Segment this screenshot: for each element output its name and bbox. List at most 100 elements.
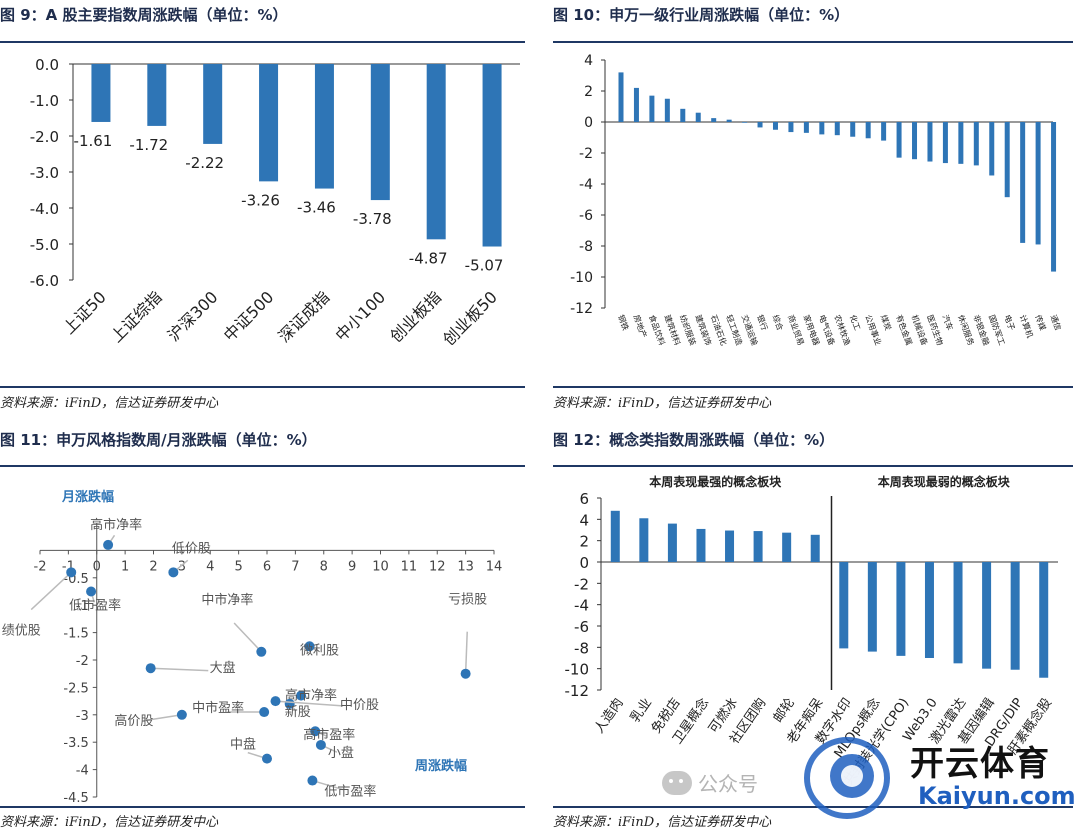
x-tick-label: -2 (34, 559, 47, 574)
y-tick-label: -2 (574, 575, 589, 593)
bar (1035, 122, 1041, 245)
y-tick-label: -4.0 (30, 200, 59, 218)
y-tick-label: -2 (76, 654, 89, 669)
bar (942, 122, 948, 164)
x-tick-label: 钢铁 (616, 313, 631, 331)
y-tick-label: 2 (579, 533, 589, 551)
x-tick-label: 13 (457, 559, 474, 574)
bar (711, 118, 717, 122)
scatter-point (307, 775, 318, 786)
y-tick-label: -6 (579, 208, 593, 224)
bar (314, 64, 334, 189)
x-tick-label: 传媒 (1033, 313, 1048, 331)
scatter-point (270, 696, 281, 707)
bar (203, 64, 223, 144)
scatter-point (176, 709, 187, 720)
point-label: 高市净率 (285, 688, 337, 704)
leader-line (233, 622, 262, 653)
bar (664, 98, 670, 122)
bar (958, 122, 964, 164)
fig9-bottom-rule (0, 386, 525, 388)
data-label: -1.61 (74, 132, 113, 150)
x-tick-label: 12 (429, 559, 446, 574)
scatter-point (168, 567, 179, 578)
bar (1010, 562, 1020, 670)
y-tick-label: -3.0 (30, 164, 59, 182)
scatter-point (103, 539, 114, 550)
x-tick-label: 上证综指 (107, 287, 166, 346)
data-label: -4.87 (409, 249, 448, 267)
y-tick-label: -1.0 (30, 92, 59, 110)
fig11-chart: -2 -1 0 1 2 3 4 5 6 7 8 9 10 11 12 13 14-0.5-1-1.5-2-2.5… (2, 489, 503, 806)
y-tick-label: 4 (584, 53, 593, 69)
leader-line (464, 631, 468, 674)
x-tick-label: 中证500 (220, 287, 278, 345)
group-label: 本周表现最弱的概念板块 (878, 474, 1011, 489)
bar (973, 122, 979, 166)
point-label: 低市盈率 (324, 784, 376, 800)
bar (259, 64, 279, 182)
panel-fig10: 图 10：申万一级行业周涨跌幅（单位：%） 4 2 0 -2 -4 -6 -8 -10 -12 钢… (553, 0, 1080, 415)
scatter-point (310, 726, 321, 737)
bar (927, 122, 933, 162)
leader-line (143, 714, 182, 722)
x-tick-label: 综合 (771, 313, 786, 331)
point-label: 高价股 (114, 713, 153, 729)
x-tick-label: 上证50 (59, 287, 109, 337)
x-tick-label: 2 (149, 559, 157, 574)
point-label: 大盘 (210, 660, 236, 676)
bar (91, 64, 111, 122)
x-tick-label: 0 (93, 559, 101, 574)
bar (867, 562, 877, 652)
point-label: 绩优股 (2, 623, 41, 638)
y-tick-label: -1.5 (63, 627, 88, 642)
fig12-source: 资料来源：iFinD，信达证券研发中心 (553, 815, 772, 830)
brand-logo: 开云体育 Kaiyun.com (800, 728, 1076, 824)
bar (803, 122, 809, 133)
fig9-chart: 0.0 -1.0 -2.0 -3.0 -4.0 -5.0 -6.0 -1.61 上证50 -1.7… (30, 56, 520, 349)
x-tick-label: 沪深300 (164, 287, 222, 345)
x-tick-label: 通信 (1049, 313, 1064, 331)
bar (912, 122, 918, 160)
x-tick-label: 邮轮 (771, 696, 798, 726)
y-tick-label: -3.5 (63, 736, 88, 751)
y-tick-label: -1 (76, 599, 89, 614)
leader-line (30, 571, 72, 611)
bar (695, 112, 701, 122)
point-label: 中市净率 (201, 592, 253, 608)
scatter-point (460, 668, 471, 679)
bar (639, 518, 649, 562)
x-axis-title: 周涨跌幅 (415, 758, 467, 774)
fig11-source: 资料来源：iFinD，信达证券研发中心 (0, 815, 219, 830)
scatter-point (315, 739, 326, 750)
y-tick-label: -10 (565, 661, 590, 679)
fig9-title: 图 9：A 股主要指数周涨跌幅（单位：%） (0, 6, 288, 24)
fig12-title-rule (553, 465, 1073, 467)
data-label: -2.22 (185, 154, 224, 172)
bar (147, 64, 167, 126)
fig9-title-rule (0, 41, 525, 43)
point-label: 高市盈率 (303, 727, 355, 743)
x-tick-label: 房地产 (632, 313, 650, 339)
scatter-point (145, 663, 156, 674)
fig12-chart: 6 4 2 0 -2 -4 -6 -8 -10 -12 本周表现最强的概念板块 本周表现最弱的概念板块… (565, 474, 1058, 788)
leader-line (275, 700, 343, 707)
y-tick-label: -10 (570, 270, 593, 286)
bar (924, 562, 934, 658)
point-label: 低价股 (172, 541, 211, 556)
x-tick-label: 创业板50 (439, 287, 501, 349)
panel-fig9: 图 9：A 股主要指数周涨跌幅（单位：%） 0.0 -1.0 -2.0 -3.0 -4.… (0, 0, 528, 415)
bar (819, 122, 825, 135)
x-tick-label: 电子 (1002, 313, 1017, 331)
x-tick-label: 人造肉 (592, 696, 627, 737)
bar (370, 64, 390, 201)
fig9-source: 资料来源：iFinD，信达证券研发中心 (0, 396, 219, 411)
point-label: 小盘 (328, 745, 354, 761)
point-label: 微利股 (300, 643, 339, 658)
y-tick-label: -12 (565, 682, 590, 700)
fig10-title: 图 10：申万一级行业周涨跌幅（单位：%） (553, 6, 850, 24)
x-tick-label: 计算机 (1018, 313, 1036, 339)
fig11-title-rule (0, 465, 525, 467)
scatter-point (259, 707, 270, 718)
bar (1004, 122, 1010, 198)
